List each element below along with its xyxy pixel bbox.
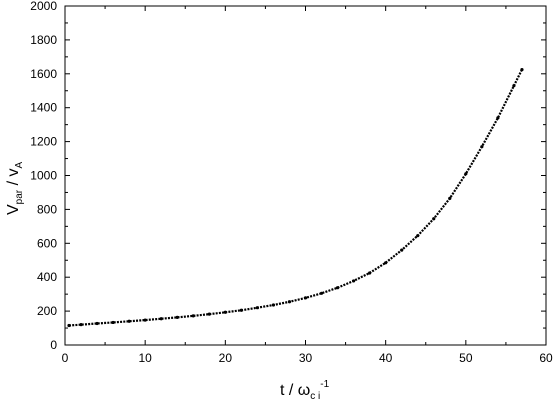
x-axis-title: t / ωc i-1	[280, 379, 330, 402]
y-axis-title-sub1: par	[14, 189, 25, 204]
y-tick-label: 1600	[30, 67, 57, 81]
x-tick-label: 20	[219, 351, 233, 365]
x-tick-label: 60	[539, 351, 553, 365]
x-tick-label: 30	[299, 351, 313, 365]
y-axis-title-slash: /	[5, 177, 22, 190]
x-axis-title-subscript: c i	[310, 391, 320, 402]
x-axis-ticks: 0 10 20 30 40 50 60	[62, 6, 553, 365]
x-tick-label: 10	[138, 351, 152, 365]
x-tick-label: 40	[379, 351, 393, 365]
x-axis-title-main: t / ω	[280, 382, 310, 399]
series-line	[68, 69, 523, 327]
y-tick-label: 400	[37, 270, 57, 284]
y-tick-label: 200	[37, 304, 57, 318]
data-points	[67, 67, 524, 328]
y-tick-label: 800	[37, 202, 57, 216]
x-axis-title-superscript: -1	[320, 379, 329, 390]
y-axis-title-v2: v	[5, 169, 22, 177]
plot-frame	[64, 5, 547, 346]
y-axis-ticks: 0 200 400 600 800 1000 1200 1400 1600 1800 2000	[30, 0, 546, 352]
x-tick-label: 0	[62, 351, 69, 365]
y-tick-label: 1400	[30, 101, 57, 115]
y-tick-label: 2000	[30, 0, 57, 13]
y-axis-title-v1: V	[5, 204, 22, 215]
y-tick-label: 600	[37, 236, 57, 250]
y-tick-label: 1200	[30, 135, 57, 149]
y-axis-title-sub2: A	[14, 162, 25, 169]
y-tick-label: 0	[50, 338, 57, 352]
y-axis-title: Vpar / vA	[5, 162, 25, 215]
y-tick-label: 1800	[30, 33, 57, 47]
y-tick-label: 1000	[30, 169, 57, 183]
x-tick-label: 50	[459, 351, 473, 365]
